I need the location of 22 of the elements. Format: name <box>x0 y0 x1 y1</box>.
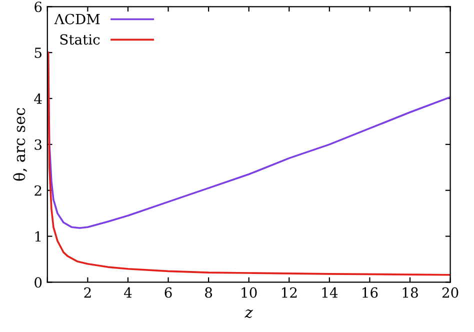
y-tick-label: 1 <box>35 231 41 242</box>
x-tick-label: 16 <box>362 287 378 298</box>
y-tick-label: 4 <box>34 93 42 104</box>
x-tick-label: 6 <box>164 287 172 298</box>
x-tick-label: 14 <box>322 287 338 298</box>
line-series <box>47 52 450 276</box>
x-tick-label: 18 <box>402 287 418 298</box>
x-axis-title: z <box>244 309 253 318</box>
y-tick-label: 0 <box>34 277 42 288</box>
x-tick-label: 2 <box>84 287 91 298</box>
x-tick-label: 20 <box>442 287 458 298</box>
y-tick-label: 3 <box>34 139 42 150</box>
x-tick-label: 4 <box>124 287 132 298</box>
x-tick-label: 8 <box>205 287 212 298</box>
y-tick-label: 2 <box>34 185 42 196</box>
y-tick-label: 5 <box>34 48 42 58</box>
y-tick-label: 6 <box>34 2 42 12</box>
x-tick-label: 10 <box>242 287 257 298</box>
y-axis-title: θ, arc sec <box>13 108 28 181</box>
x-tick-label: 12 <box>282 287 297 298</box>
legend-label: ΛCDM <box>54 14 100 24</box>
legend-label: Static <box>60 34 100 45</box>
